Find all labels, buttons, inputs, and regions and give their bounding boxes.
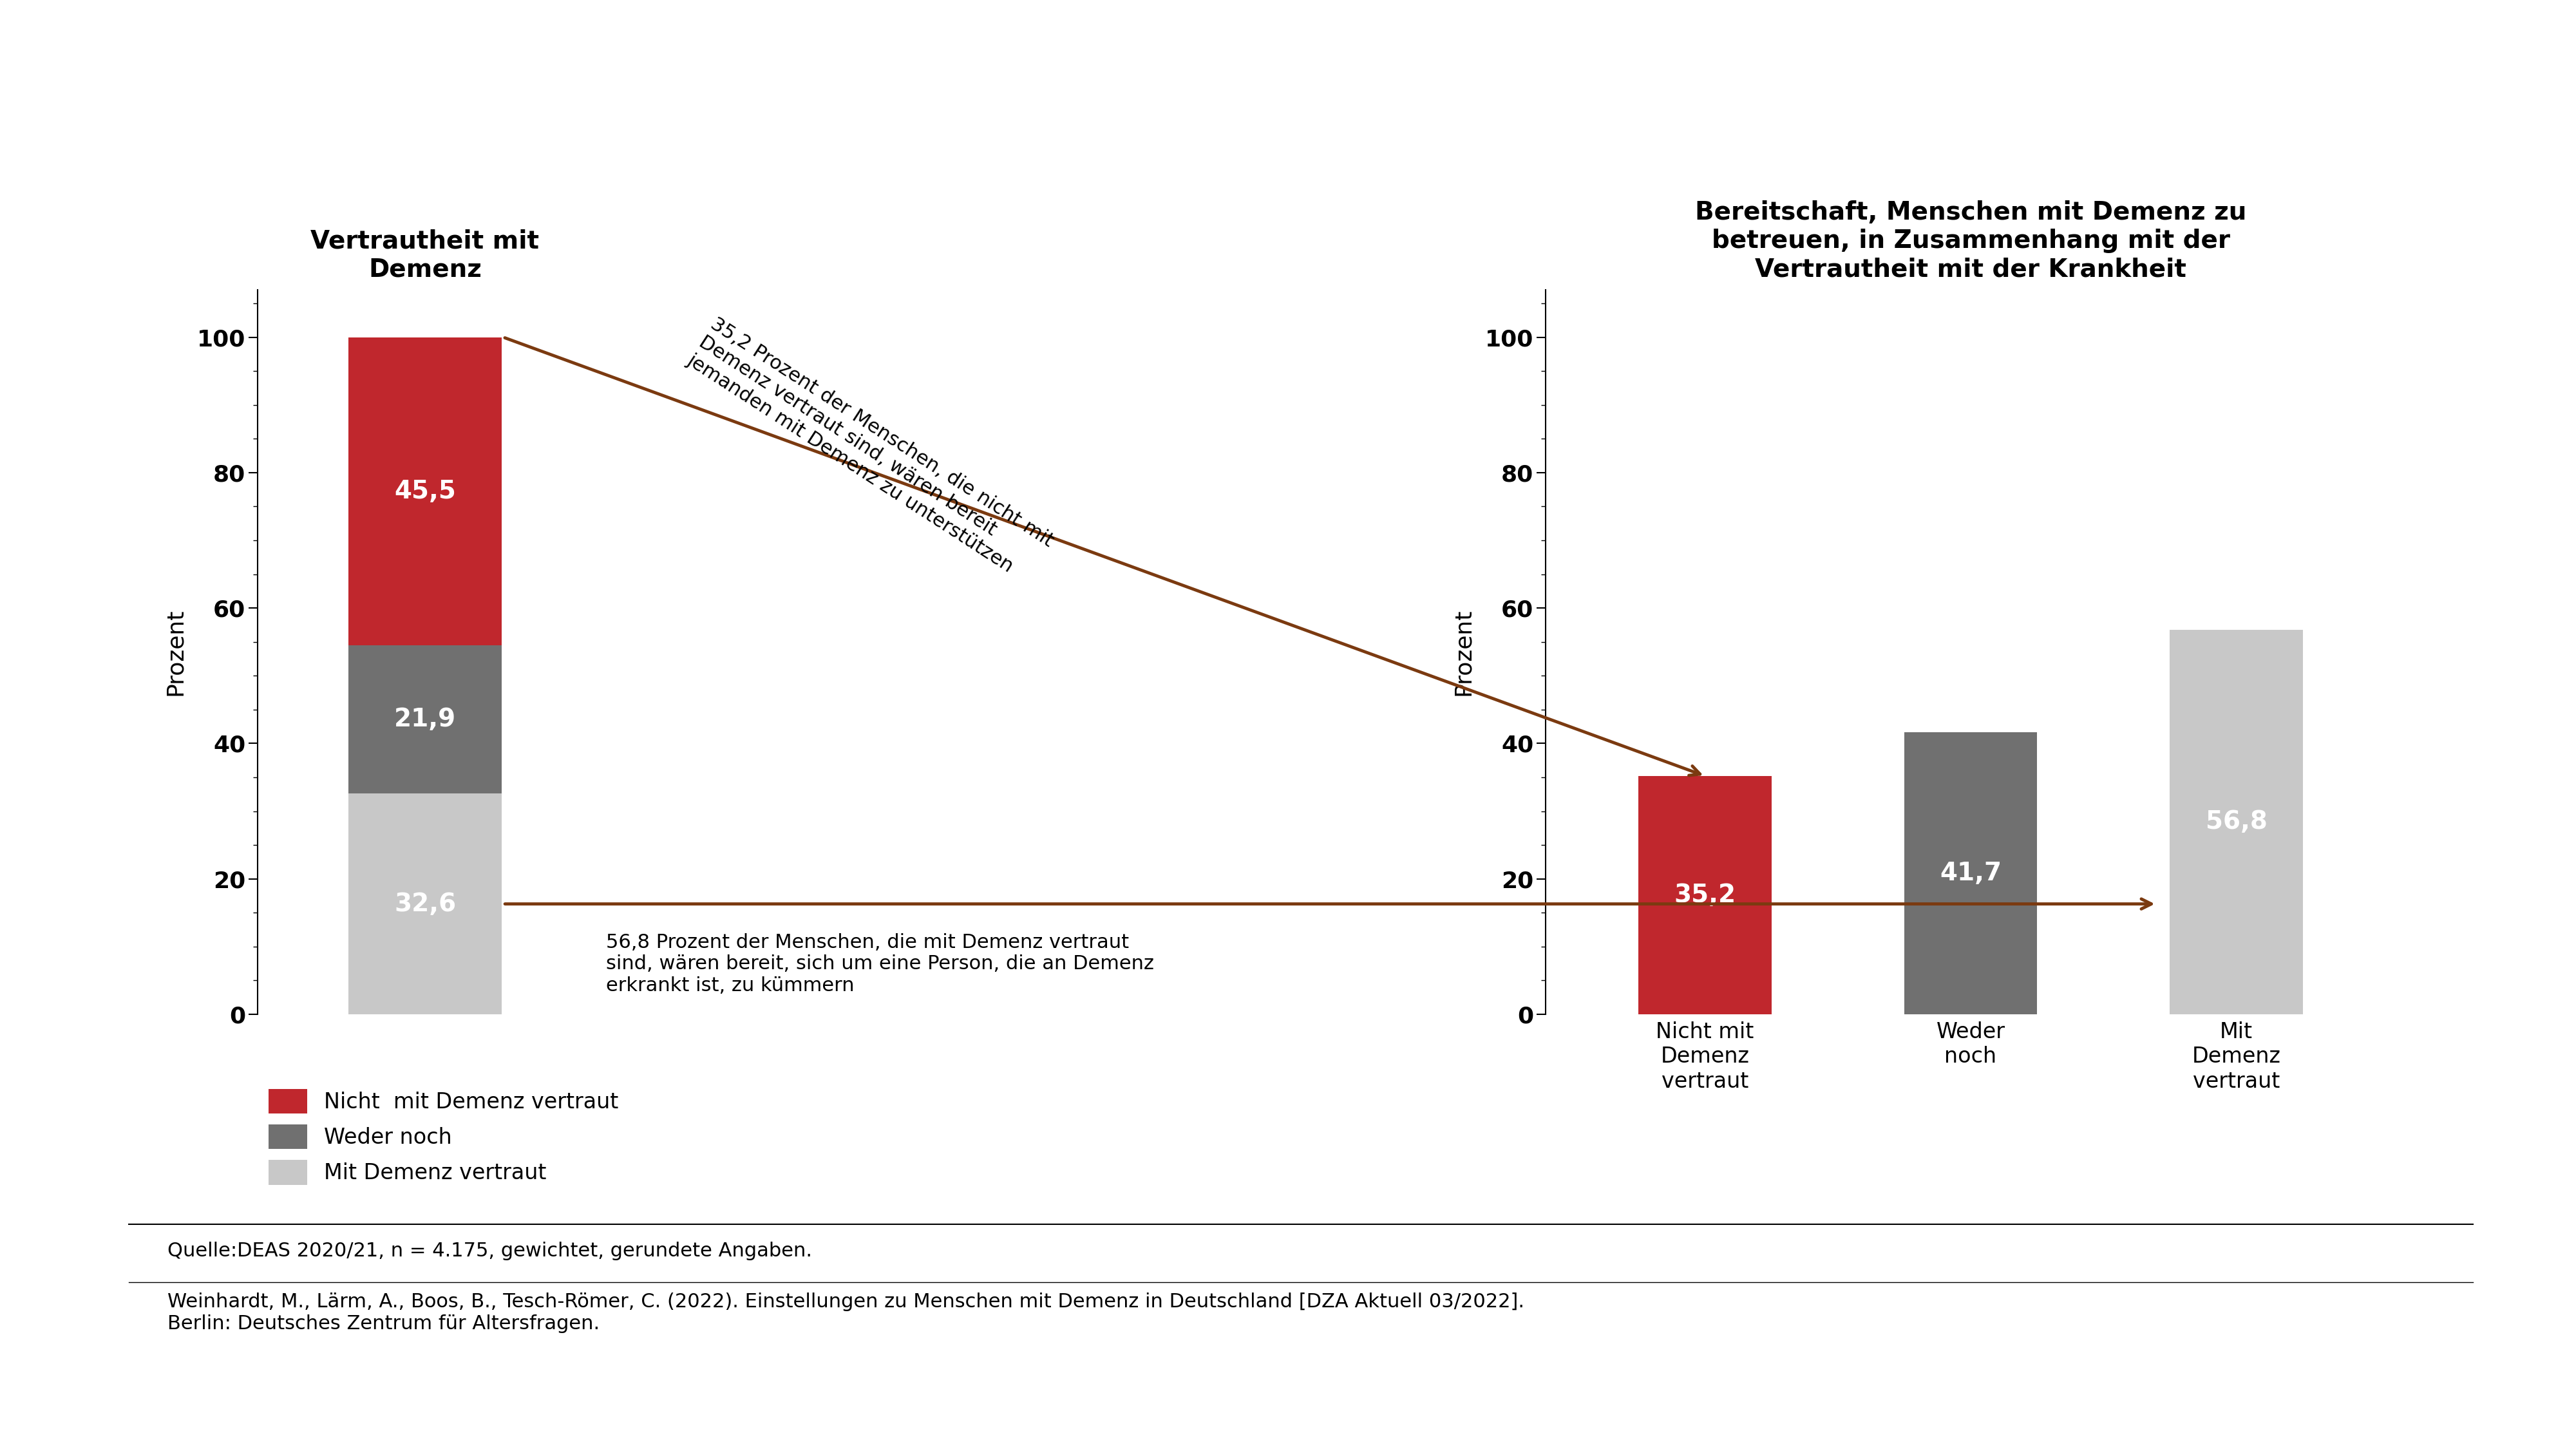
Bar [1638,777,1772,1014]
Bar [1904,732,2038,1014]
Text: Weinhardt, M., Lärm, A., Boos, B., Tesch-Römer, C. (2022). Einstellungen zu Mens: Weinhardt, M., Lärm, A., Boos, B., Tesch… [167,1293,1525,1333]
Text: 41,7: 41,7 [1940,861,2002,885]
Bar [348,338,502,645]
Bar [2169,630,2303,1014]
Title: Vertrautheit mit
Demenz: Vertrautheit mit Demenz [312,229,538,281]
Text: Quelle:DEAS 2020/21, n = 4.175, gewichtet, gerundete Angaben.: Quelle:DEAS 2020/21, n = 4.175, gewichte… [167,1242,811,1261]
Text: 35,2 Prozent der Menschen, die nicht mit
Demenz vertraut sind, wären bereit
jema: 35,2 Prozent der Menschen, die nicht mit… [683,314,1056,587]
Bar [348,794,502,1014]
Text: 56,8 Prozent der Menschen, die mit Demenz vertraut
sind, wären bereit, sich um e: 56,8 Prozent der Menschen, die mit Demen… [605,933,1154,995]
Text: 56,8: 56,8 [2205,810,2267,835]
Legend: Nicht  mit Demenz vertraut, Weder noch, Mit Demenz vertraut: Nicht mit Demenz vertraut, Weder noch, M… [268,1088,618,1185]
Bar [348,645,502,794]
Text: 45,5: 45,5 [394,480,456,503]
Text: 32,6: 32,6 [394,891,456,916]
Y-axis label: Prozent: Prozent [165,609,185,696]
Y-axis label: Prozent: Prozent [1453,609,1473,696]
Text: 21,9: 21,9 [394,707,456,732]
Title: Bereitschaft, Menschen mit Demenz zu
betreuen, in Zusammenhang mit der
Vertrauth: Bereitschaft, Menschen mit Demenz zu bet… [1695,200,2246,281]
Text: 35,2: 35,2 [1674,882,1736,907]
